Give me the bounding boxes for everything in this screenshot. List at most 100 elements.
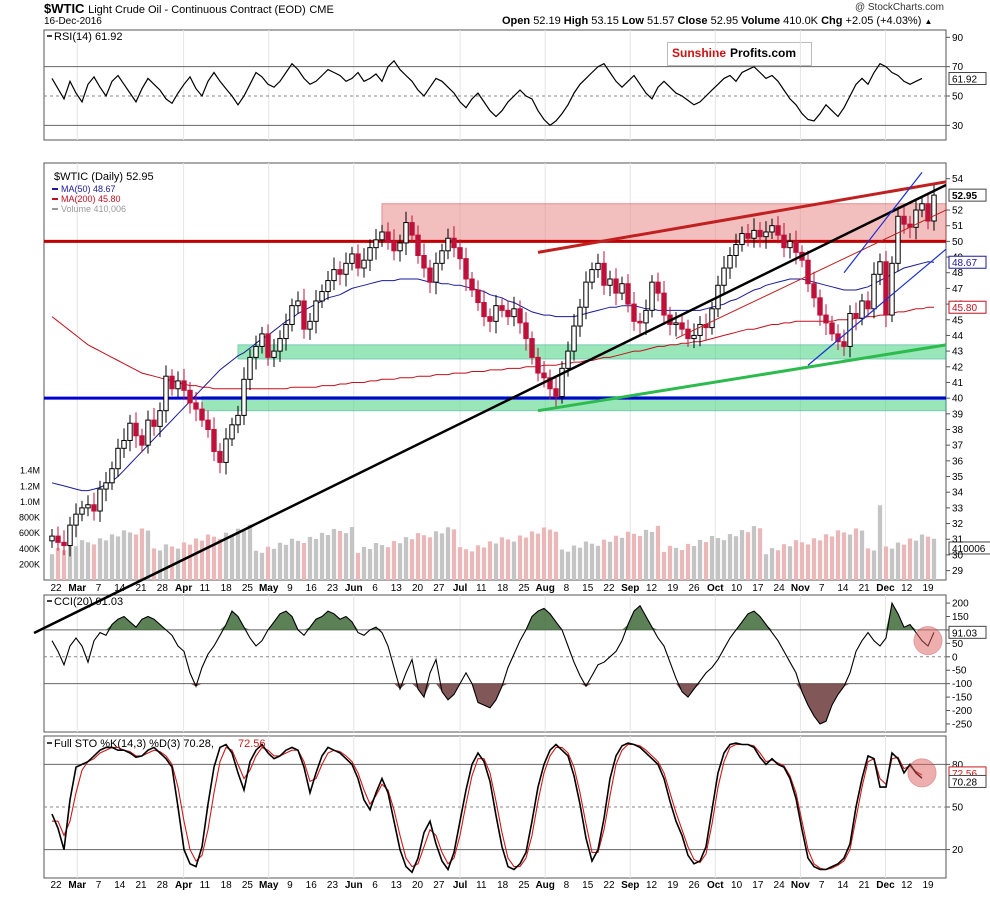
volume-bar [565, 551, 571, 580]
candle-body [619, 283, 625, 294]
candle-body [745, 233, 751, 239]
candle-body [727, 254, 733, 269]
x-axis-label: 14 [837, 583, 849, 594]
volume-bar [841, 532, 847, 580]
candle-body [775, 225, 781, 236]
volume-bar [313, 538, 319, 580]
candle-body [871, 273, 877, 310]
cci-extreme-fill [412, 683, 418, 690]
candle-body [445, 237, 451, 252]
volume-bar [511, 541, 517, 580]
cci-tick-label: -150 [952, 693, 972, 704]
cci-extreme-fill [274, 613, 280, 630]
x-axis-label: 25 [242, 880, 254, 891]
volume-bar [385, 547, 391, 580]
x-axis-label: 12 [901, 583, 913, 594]
cci-extreme-fill [124, 616, 130, 630]
candle-body [571, 325, 577, 352]
volume-bar [151, 548, 157, 580]
candle-body [721, 267, 727, 286]
volume-bar [73, 546, 79, 580]
x-axis-label: 7 [96, 583, 102, 594]
volume-bar [583, 541, 589, 580]
x-axis-label: 21 [136, 880, 148, 891]
candle-body [631, 303, 637, 322]
candle-body [133, 422, 139, 437]
candle-body [925, 203, 931, 222]
candle-body [613, 278, 619, 294]
cci-extreme-fill [844, 683, 850, 687]
candle-body [817, 297, 823, 316]
candle-body [163, 375, 169, 412]
volume-bar [925, 536, 931, 580]
x-axis-label: 18 [497, 880, 509, 891]
volume-bar [547, 529, 553, 580]
cci-extreme-fill [682, 683, 688, 698]
chart-title: $WTIC Light Crude Oil - Continuous Contr… [44, 1, 334, 16]
rsi-legend: RSI(14) 61.92 [54, 31, 122, 43]
volume-bar [271, 548, 277, 580]
rsi-tick-label: 90 [952, 33, 964, 44]
volume-bar [799, 542, 805, 580]
sunshine-profits-logo: Sunshine Profits.com [667, 42, 812, 66]
candle-body [505, 309, 511, 318]
candle-body [895, 215, 901, 264]
x-axis-label: Jul [453, 880, 468, 891]
cci-extreme-fill [316, 616, 322, 630]
volume-bar [331, 528, 337, 580]
volume-bar [355, 553, 361, 580]
x-axis-label: 8 [564, 880, 570, 891]
candle-body [565, 350, 571, 369]
x-axis-label: 18 [497, 583, 509, 594]
volume-bar [265, 546, 271, 580]
volume-bar [901, 544, 907, 580]
price-tick-label: 42 [952, 362, 964, 373]
volume-bar [157, 550, 163, 580]
ohlc-summary: Open 52.19 High 53.15 Low 51.57 Close 52… [502, 15, 932, 27]
candle-body [229, 424, 235, 440]
volume-bar [349, 527, 355, 580]
candle-body [265, 333, 271, 358]
price-tick-label: 47 [952, 284, 964, 295]
volume-bar [109, 534, 115, 580]
candle-body [661, 292, 667, 316]
volume-bar [721, 540, 727, 580]
candle-body [157, 410, 163, 427]
x-axis-label: 19 [922, 880, 934, 891]
candle-body [859, 300, 865, 319]
candle-body [649, 281, 655, 311]
volume-bar [259, 552, 265, 580]
blue-channel-upper [843, 172, 923, 274]
volume-bar [853, 528, 859, 580]
price-legend-item: MA(200) 45.80 [61, 194, 121, 204]
cci-extreme-fill [154, 619, 160, 630]
x-axis-label: 7 [819, 880, 825, 891]
candle-body [139, 435, 145, 446]
x-axis-label: 11 [476, 583, 487, 594]
candle-body [811, 283, 817, 299]
x-axis-label: Oct [707, 583, 724, 594]
volume-bar [223, 532, 229, 580]
candle-body [553, 388, 559, 398]
candle-body [517, 308, 523, 324]
x-axis-label: 27 [433, 583, 445, 594]
volume-bar [541, 527, 547, 580]
candle-body [763, 231, 769, 238]
volume-bar [121, 530, 127, 580]
x-axis-label: 6 [372, 880, 378, 891]
x-axis-label: 9 [287, 880, 293, 891]
candle-body [313, 300, 319, 322]
cci-value-label-box [948, 625, 987, 639]
cci-extreme-fill [550, 613, 556, 630]
x-axis-label: 13 [391, 880, 403, 891]
volume-bar [427, 537, 433, 580]
candle-body [643, 309, 649, 324]
x-axis-label: 19 [922, 583, 934, 594]
x-axis-label: Apr [175, 880, 192, 891]
volume-bar [49, 554, 55, 580]
candle-body [673, 322, 679, 325]
x-axis-label: May [259, 583, 279, 594]
cci-extreme-fill [280, 611, 286, 630]
price-tick-label: 36 [952, 456, 964, 467]
